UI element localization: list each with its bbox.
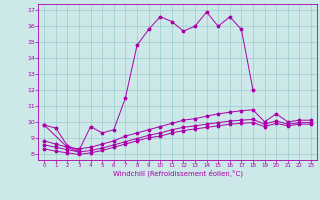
X-axis label: Windchill (Refroidissement éolien,°C): Windchill (Refroidissement éolien,°C): [113, 170, 243, 177]
